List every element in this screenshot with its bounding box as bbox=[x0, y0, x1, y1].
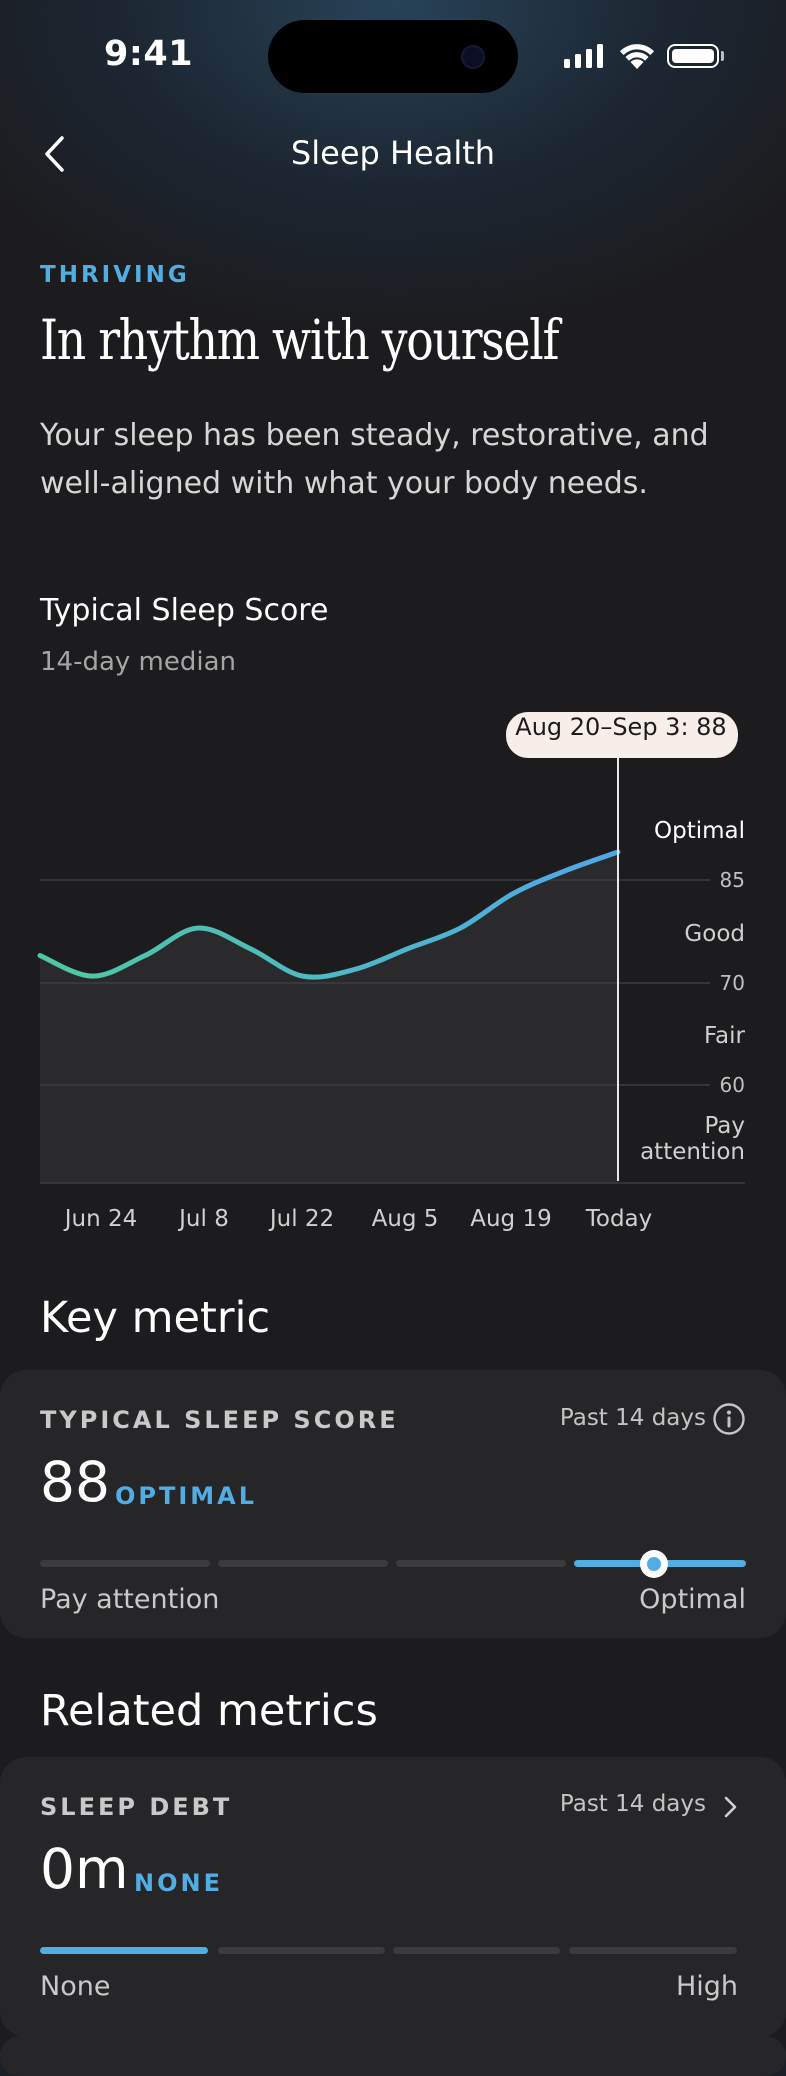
y-tick-label: 60 bbox=[720, 1073, 745, 1097]
chart-area-fill bbox=[40, 852, 618, 1183]
metric-status-tag: OPTIMAL bbox=[115, 1482, 258, 1510]
next-metric-card[interactable] bbox=[0, 2036, 786, 2076]
cellular-signal-icon bbox=[564, 44, 603, 68]
zone-label: attention bbox=[640, 1139, 745, 1165]
period-label: Past 14 days bbox=[559, 1405, 706, 1431]
camera-icon bbox=[461, 45, 485, 69]
sleep-score-chart[interactable]: Aug 20–Sep 3: 88 85 70 60 Optimal Good Fair Pa… bbox=[0, 700, 786, 1240]
chart-subtitle: 14-day median bbox=[40, 647, 237, 677]
x-tick-label: Today bbox=[585, 1206, 653, 1232]
zone-label: Pay bbox=[704, 1113, 745, 1139]
zone-label: Fair bbox=[704, 1023, 746, 1049]
debt-segment-3 bbox=[393, 1947, 560, 1954]
zone-label: Optimal bbox=[654, 818, 745, 844]
debt-segment-4 bbox=[569, 1947, 737, 1954]
x-tick-label: Jul 22 bbox=[268, 1206, 334, 1232]
metric-value: 88 bbox=[40, 1450, 110, 1514]
scale-left-label: Pay attention bbox=[40, 1584, 220, 1615]
info-icon[interactable] bbox=[712, 1402, 746, 1436]
headline: In rhythm with yourself bbox=[40, 308, 559, 372]
debt-segment-1 bbox=[40, 1947, 208, 1954]
sleep-debt-value: 0m bbox=[40, 1837, 129, 1901]
sleep-score-line bbox=[37, 849, 621, 980]
related-metrics-heading: Related metrics bbox=[40, 1686, 378, 1736]
chart-title: Typical Sleep Score bbox=[40, 593, 329, 628]
sleep-debt-card[interactable]: SLEEP DEBT Past 14 days 0m NONE None Hig… bbox=[0, 1757, 786, 2037]
scale-right-label: Optimal bbox=[639, 1584, 746, 1615]
scale-segment-3 bbox=[396, 1560, 566, 1567]
back-button[interactable] bbox=[30, 128, 82, 180]
x-tick-label: Aug 5 bbox=[372, 1206, 439, 1232]
page-title: Sleep Health bbox=[290, 134, 496, 172]
sleep-debt-label: SLEEP DEBT bbox=[40, 1793, 233, 1821]
chart-tooltip: Aug 20–Sep 3: 88 bbox=[506, 712, 738, 758]
metric-label: TYPICAL SLEEP SCORE bbox=[40, 1406, 399, 1434]
score-slider-knob bbox=[640, 1550, 669, 1578]
chart-tooltip-text: Aug 20–Sep 3: 88 bbox=[515, 713, 726, 741]
x-tick-label: Aug 19 bbox=[470, 1206, 552, 1232]
scale-segment-2 bbox=[218, 1560, 388, 1567]
chevron-right-icon[interactable] bbox=[716, 1793, 744, 1821]
key-metric-card[interactable]: TYPICAL SLEEP SCORE Past 14 days 88 OPTI… bbox=[0, 1370, 786, 1638]
zone-label: Good bbox=[684, 921, 745, 947]
scale-segment-1 bbox=[40, 1560, 210, 1567]
description: Your sleep has been steady, restorative,… bbox=[40, 418, 709, 501]
x-tick-label: Jun 24 bbox=[63, 1206, 138, 1232]
sleep-debt-period: Past 14 days bbox=[559, 1791, 706, 1817]
y-tick-label: 85 bbox=[720, 868, 745, 892]
key-metric-heading: Key metric bbox=[40, 1293, 271, 1343]
debt-segment-2 bbox=[218, 1947, 385, 1954]
wifi-icon bbox=[620, 44, 654, 69]
status-time: 9:41 bbox=[104, 34, 194, 74]
sleep-debt-status-tag: NONE bbox=[134, 1869, 223, 1897]
x-tick-label: Jul 8 bbox=[177, 1206, 229, 1232]
debt-scale-left-label: None bbox=[40, 1971, 111, 2002]
status-kicker: THRIVING bbox=[40, 262, 190, 288]
y-tick-label: 70 bbox=[720, 971, 745, 995]
battery-cap bbox=[721, 51, 724, 61]
battery-icon bbox=[667, 44, 719, 68]
debt-scale-right-label: High bbox=[675, 1971, 738, 2002]
